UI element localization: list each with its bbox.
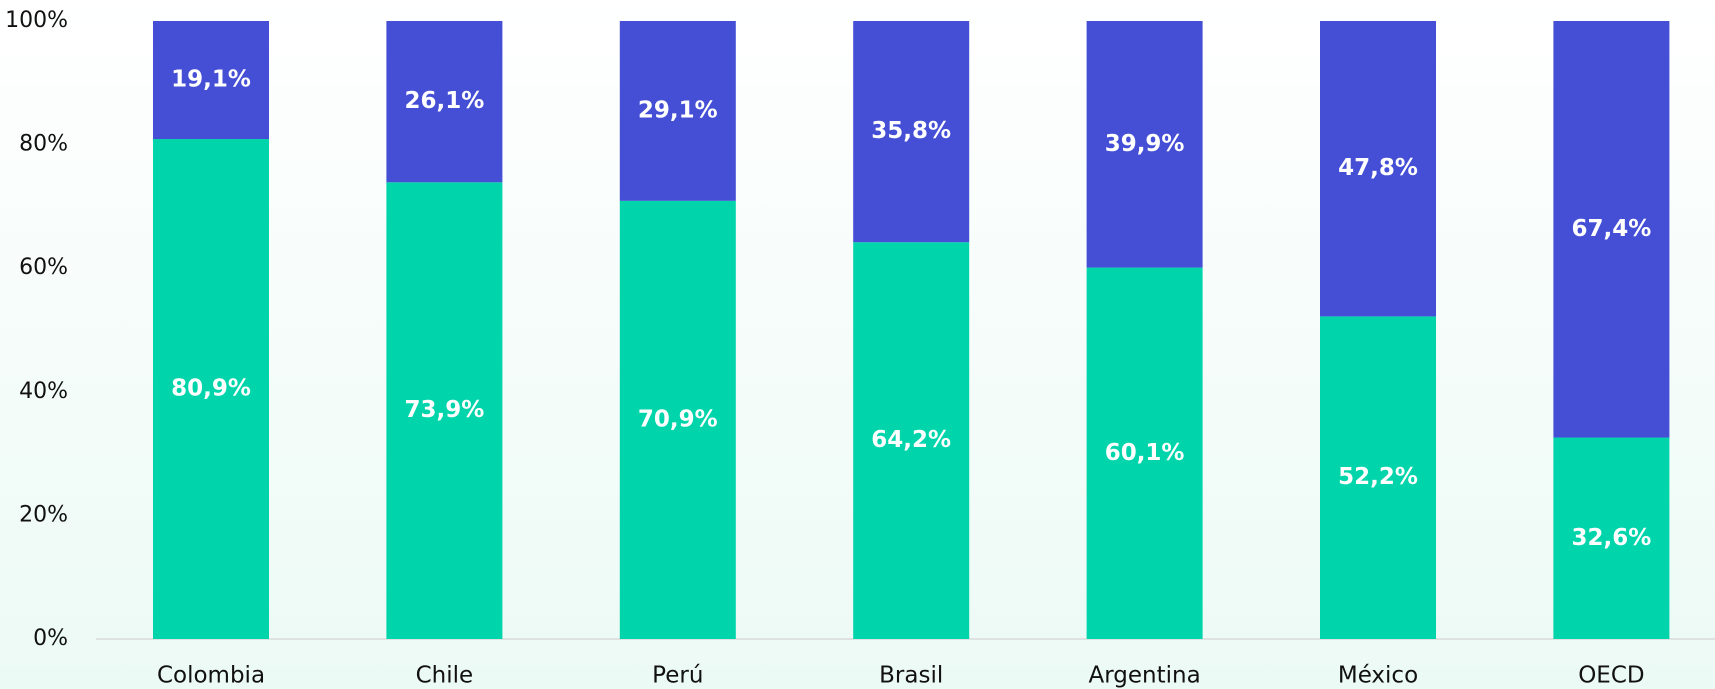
y-tick-label: 80% xyxy=(19,132,68,157)
data-label: 32,6% xyxy=(1572,525,1652,551)
x-tick-label: Argentina xyxy=(1088,663,1200,689)
bar-segment xyxy=(1086,267,1203,639)
x-tick-label: OECD xyxy=(1578,663,1644,689)
data-label: 67,4% xyxy=(1572,216,1652,242)
data-label: 60,1% xyxy=(1105,440,1185,466)
data-label: 52,2% xyxy=(1338,464,1418,490)
data-label: 73,9% xyxy=(405,397,485,423)
y-tick-label: 40% xyxy=(19,379,68,404)
x-tick-label: Chile xyxy=(416,663,474,689)
data-label: 19,1% xyxy=(171,67,251,93)
y-tick-label: 20% xyxy=(19,502,68,527)
data-label: 47,8% xyxy=(1338,155,1418,181)
bar-segment xyxy=(853,242,970,639)
data-label: 64,2% xyxy=(871,427,951,453)
x-tick-label: Brasil xyxy=(879,663,943,689)
data-label: 26,1% xyxy=(405,88,485,114)
bar-segment xyxy=(619,200,736,639)
bar-segment xyxy=(386,182,503,639)
bar-segment xyxy=(386,21,503,183)
y-tick-label: 0% xyxy=(33,626,68,651)
bar-segment xyxy=(619,21,736,201)
data-label: 35,8% xyxy=(871,118,951,144)
data-label: 80,9% xyxy=(171,376,251,402)
data-label: 39,9% xyxy=(1105,131,1185,157)
y-tick-label: 60% xyxy=(19,255,68,280)
bar-segment xyxy=(1086,21,1203,268)
bar-segment xyxy=(153,21,269,140)
bar-segment xyxy=(1320,21,1436,317)
bar-segment xyxy=(853,21,970,243)
x-tick-label: México xyxy=(1338,663,1418,689)
bar-segment xyxy=(1553,21,1670,438)
x-tick-label: Colombia xyxy=(157,663,265,689)
bar-segment xyxy=(1320,316,1436,639)
bar-segment xyxy=(153,139,269,639)
bar-segment xyxy=(1553,437,1670,639)
y-tick-label: 100% xyxy=(5,8,68,33)
data-label: 29,1% xyxy=(638,97,718,123)
x-tick-label: Perú xyxy=(652,663,703,689)
data-label: 70,9% xyxy=(638,406,718,432)
